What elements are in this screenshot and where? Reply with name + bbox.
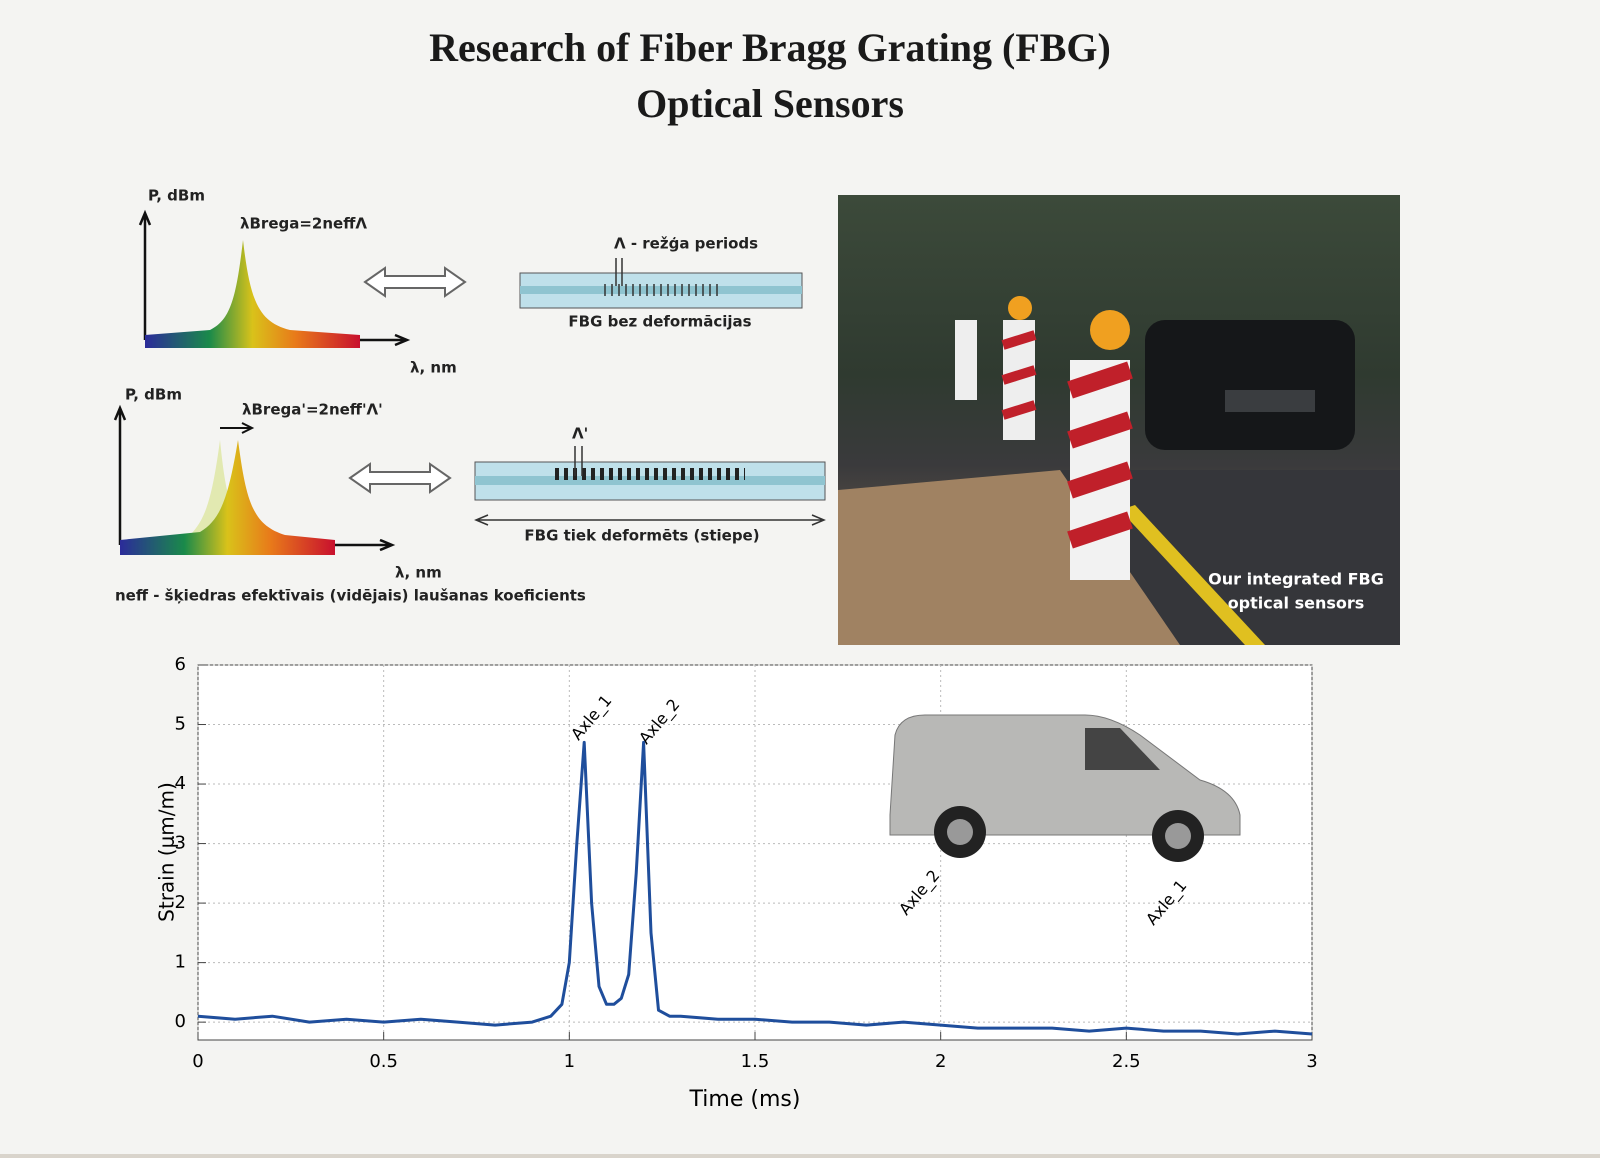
- y-tick-label: 6: [175, 654, 186, 675]
- period-label: Λ - režģa periods: [614, 235, 758, 253]
- x-tick-label: 3: [1306, 1051, 1317, 1072]
- x-tick-label: 1: [564, 1051, 575, 1072]
- photo-caption: optical sensors: [1228, 594, 1365, 613]
- shift-arrow: [220, 422, 255, 434]
- x-axis-label: Time (ms): [689, 1087, 801, 1112]
- formula: λBrega'=2neff'Λ': [242, 401, 383, 419]
- van: [889, 714, 1241, 862]
- y-tick-label: 3: [175, 833, 186, 854]
- x-tick-label: 2.5: [1112, 1051, 1141, 1072]
- axis-label: P, dBm: [148, 187, 205, 205]
- period-label: Λ': [572, 425, 588, 443]
- caption: FBG bez deformācijas: [568, 313, 751, 331]
- title-line: Research of Fiber Bragg Grating (FBG): [429, 25, 1111, 70]
- strain-line: [197, 740, 1313, 1036]
- grating: [604, 258, 718, 296]
- spectrum-bottom: [113, 404, 396, 555]
- axis-label: P, dBm: [125, 386, 182, 404]
- caption: FBG tiek deformēts (stiepe): [524, 527, 759, 545]
- x-tick-label: 1.5: [741, 1051, 770, 1072]
- double-arrow: [363, 266, 467, 298]
- photo-caption: Our integrated FBG: [1208, 570, 1384, 589]
- y-axis-label: Strain (μm/m): [155, 782, 179, 922]
- title-line: Optical Sensors: [636, 81, 904, 126]
- formula: λBrega=2neffΛ: [240, 215, 367, 233]
- x-tick-label: 2: [935, 1051, 946, 1072]
- road-photo: [838, 195, 1400, 645]
- strain-chart: Axle_1 Axle_2 Axle_2 Axle_1 Time (ms) St…: [155, 654, 1318, 1112]
- fiber-core: [475, 476, 825, 485]
- stretch-arrow: [474, 446, 826, 526]
- y-tick-label: 2: [175, 892, 186, 913]
- axis-label: λ, nm: [395, 564, 442, 582]
- y-tick-label: 5: [175, 714, 186, 735]
- axis-label: λ, nm: [410, 359, 457, 377]
- note: neff - šķiedras efektīvais (vidējais) la…: [115, 587, 586, 605]
- y-tick-label: 0: [175, 1011, 186, 1032]
- spectrum-top: [138, 209, 411, 348]
- x-tick-label: 0: [192, 1051, 203, 1072]
- x-tick-label: 0.5: [369, 1051, 398, 1072]
- double-arrow: [348, 462, 452, 494]
- y-tick-label: 1: [175, 952, 186, 973]
- y-tick-label: 4: [175, 773, 186, 794]
